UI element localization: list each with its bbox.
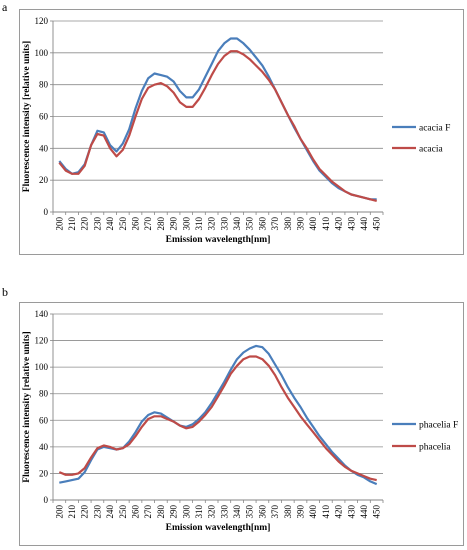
y-tick-label: 0 <box>44 207 49 217</box>
x-tick-label: 370 <box>270 217 280 231</box>
x-tick-label: 390 <box>296 505 306 519</box>
legend-label: acacia F <box>419 124 450 134</box>
x-tick-label: 290 <box>169 217 179 231</box>
x-tick-label: 270 <box>143 505 153 519</box>
x-tick-label: 410 <box>321 505 331 519</box>
panel-a-letter: a <box>2 0 8 14</box>
series-line-acacia-f <box>58 37 377 201</box>
y-tick-label: 40 <box>39 442 49 452</box>
y-tick-label: 20 <box>39 175 49 185</box>
x-tick-label: 420 <box>334 505 344 519</box>
x-tick-label: 200 <box>54 217 64 231</box>
x-tick-label: 340 <box>232 505 242 519</box>
x-tick-label: 430 <box>346 505 356 519</box>
legend-label: phacelia F <box>419 421 458 431</box>
x-tick-label: 240 <box>105 505 115 519</box>
x-tick-label: 380 <box>283 505 293 519</box>
x-tick-label: 280 <box>156 505 166 519</box>
x-tick-label: 370 <box>270 505 280 519</box>
x-tick-label: 430 <box>346 217 356 231</box>
series-line-acacia <box>58 50 377 202</box>
x-tick-label: 230 <box>92 505 102 519</box>
panel-a-frame: 0 20 40 60 80 100 120 200 210 220 230 240 250 260 270 2… <box>19 9 464 255</box>
x-tick-label: 270 <box>143 217 153 231</box>
x-tick-label: 210 <box>67 505 77 519</box>
y-tick-label: 80 <box>39 389 49 399</box>
x-tick-label: 220 <box>80 217 90 231</box>
y-tick-label: 60 <box>39 415 49 425</box>
x-tick-label: 330 <box>219 217 229 231</box>
panel-b-letter: b <box>2 285 8 299</box>
y-axis-title: Fluorescence intensity [relative units] <box>22 331 32 482</box>
y-tick-label: 80 <box>39 80 49 90</box>
x-tick-label: 380 <box>283 217 293 231</box>
x-tick-label: 290 <box>169 505 179 519</box>
y-tick-label: 60 <box>39 112 49 122</box>
x-tick-label: 320 <box>207 505 217 519</box>
x-tick-label: 240 <box>105 217 115 231</box>
x-tick-label: 410 <box>321 217 331 231</box>
x-tick-label: 350 <box>245 505 255 519</box>
x-tick-label: 360 <box>257 217 267 231</box>
x-axis-title: Emission wavelength[nm] <box>166 523 271 533</box>
legend-label: phacelia <box>419 443 451 453</box>
y-tick-label: 20 <box>39 468 49 478</box>
x-tick-label: 280 <box>156 217 166 231</box>
series-line-phacelia <box>58 355 377 482</box>
y-axis-title: Fluorescence intensity [relative units] <box>22 41 32 192</box>
x-tick-label: 360 <box>257 505 267 519</box>
x-tick-label: 210 <box>67 217 77 231</box>
x-tick-label: 450 <box>372 217 382 231</box>
x-tick-label: 260 <box>131 217 141 231</box>
x-tick-label: 400 <box>308 217 318 231</box>
y-tick-label: 120 <box>35 336 49 346</box>
x-tick-label: 230 <box>92 217 102 231</box>
y-tick-label: 120 <box>35 16 49 26</box>
y-tick-label: 40 <box>39 143 49 153</box>
x-tick-label: 400 <box>308 505 318 519</box>
x-tick-label: 390 <box>296 217 306 231</box>
series-line-phacelia-f <box>59 344 378 486</box>
x-tick-label: 340 <box>232 217 242 231</box>
x-tick-label: 450 <box>372 505 382 519</box>
x-tick-label: 310 <box>194 217 204 231</box>
x-tick-label: 250 <box>118 217 128 231</box>
x-tick-label: 260 <box>131 505 141 519</box>
y-tick-label: 140 <box>35 309 49 319</box>
y-tick-label: 0 <box>44 495 49 505</box>
x-tick-label: 350 <box>245 217 255 231</box>
x-tick-label: 440 <box>359 505 369 519</box>
y-tick-label: 100 <box>35 48 49 58</box>
y-tick-label: 100 <box>35 362 49 372</box>
x-axis-title: Emission wavelength[nm] <box>166 235 271 245</box>
x-tick-label: 310 <box>194 505 204 519</box>
x-tick-label: 330 <box>219 505 229 519</box>
x-tick-label: 420 <box>334 217 344 231</box>
x-tick-label: 200 <box>54 505 64 519</box>
x-tick-label: 300 <box>181 217 191 231</box>
x-tick-label: 250 <box>118 505 128 519</box>
panel-b-frame: 0 20 40 60 80 100 120 140 200 210 220 230 240 250 260 2… <box>19 302 464 546</box>
x-tick-label: 300 <box>181 505 191 519</box>
x-tick-label: 320 <box>207 217 217 231</box>
x-tick-label: 220 <box>80 505 90 519</box>
x-tick-label: 440 <box>359 217 369 231</box>
legend-label: acacia <box>419 145 444 155</box>
